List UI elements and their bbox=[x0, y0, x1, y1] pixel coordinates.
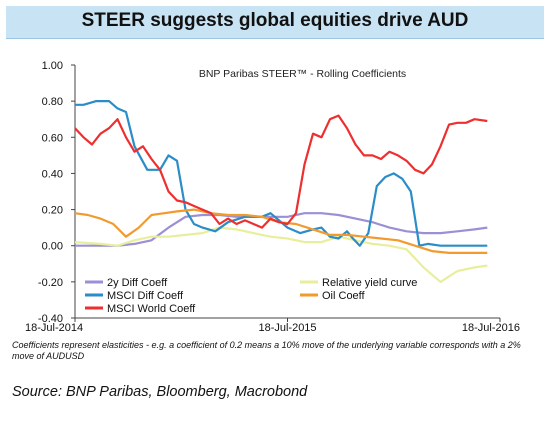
source-credit: Source: BNP Paribas, Bloomberg, Macrobon… bbox=[12, 384, 308, 400]
series-line bbox=[75, 212, 488, 247]
y-tick-label: -0.40 bbox=[38, 313, 63, 325]
x-tick-label: 18-Jul-2016 bbox=[462, 322, 520, 334]
chart-subtitle: BNP Paribas STEER™ - Rolling Coefficient… bbox=[199, 68, 406, 80]
legend-label: Relative yield curve bbox=[322, 277, 417, 289]
y-tick-label: 0.80 bbox=[42, 96, 63, 108]
title-banner: STEER suggests global equities drive AUD bbox=[6, 6, 544, 39]
chart-main-title: STEER suggests global equities drive AUD bbox=[81, 10, 469, 31]
legend-label: MSCI World Coeff bbox=[107, 303, 196, 315]
y-tick-label: 0.20 bbox=[42, 205, 63, 217]
x-tick-label: 18-Jul-2015 bbox=[258, 322, 316, 334]
footnote: Coefficients represent elasticities - e.… bbox=[12, 340, 521, 361]
y-tick-label: 1.00 bbox=[42, 60, 63, 72]
y-tick-label: -0.20 bbox=[38, 277, 63, 289]
y-tick-label: 0.00 bbox=[42, 241, 63, 253]
x-tick-label: 18-Jul-2014 bbox=[25, 322, 83, 334]
series-line bbox=[74, 114, 488, 229]
series-line bbox=[75, 99, 488, 247]
y-tick-label: 0.40 bbox=[42, 168, 63, 180]
series-line bbox=[74, 226, 488, 283]
y-tick-label: 0.60 bbox=[42, 132, 63, 144]
line-chart: 1.000.800.600.400.200.00-0.20-0.4018-Jul… bbox=[25, 60, 520, 334]
legend-label: 2y Diff Coeff bbox=[107, 277, 168, 289]
legend-label: MSCI Diff Coeff bbox=[107, 290, 184, 302]
legend-label: Oil Coeff bbox=[322, 290, 366, 302]
series-line bbox=[74, 208, 488, 254]
